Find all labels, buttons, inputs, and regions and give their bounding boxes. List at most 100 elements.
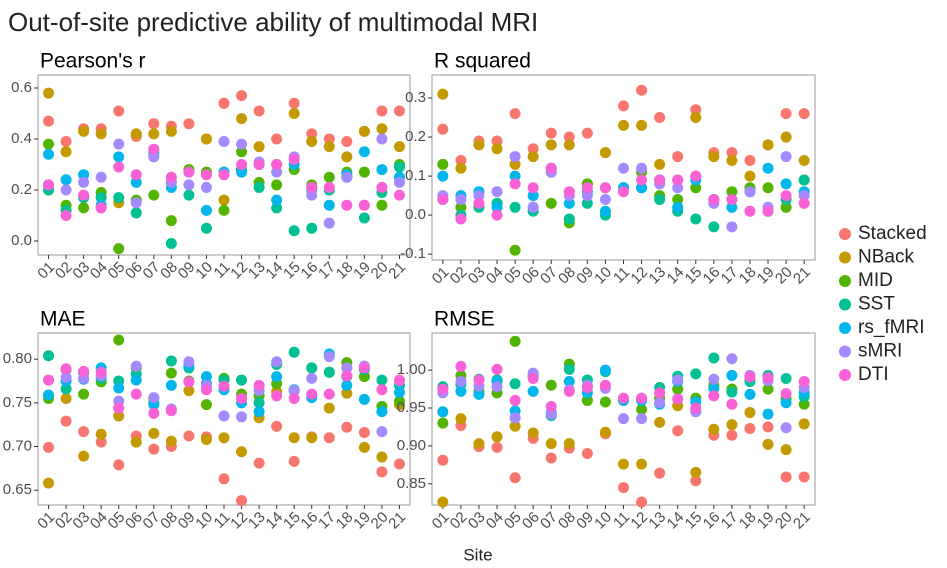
point [726, 221, 738, 233]
y-tick-label: 0.3 [405, 89, 426, 106]
point [726, 154, 738, 166]
point [599, 364, 611, 376]
point [95, 436, 107, 448]
x-tick-label: 21 [790, 264, 814, 288]
point [618, 392, 629, 404]
point [780, 372, 792, 384]
point [437, 88, 449, 100]
point [654, 467, 666, 479]
panel-title: MAE [40, 308, 86, 331]
point [455, 162, 467, 174]
point [148, 392, 160, 404]
point [509, 244, 521, 256]
point [545, 197, 557, 209]
point [563, 131, 575, 143]
point [636, 496, 648, 508]
point [43, 374, 55, 386]
y-tick-label: 0.75 [3, 394, 32, 411]
point [527, 201, 539, 213]
point [236, 411, 248, 423]
point [618, 186, 629, 198]
point [323, 402, 335, 414]
point [744, 407, 756, 419]
point [43, 148, 55, 160]
point [762, 421, 774, 433]
point [288, 392, 300, 404]
point [306, 189, 318, 201]
point [509, 108, 521, 120]
panel-title: RMSE [434, 308, 495, 331]
point [527, 372, 539, 384]
point [636, 413, 648, 425]
point [253, 457, 265, 469]
point [509, 412, 521, 424]
point [509, 335, 521, 347]
y-tick-label: 0.0 [11, 232, 32, 249]
point [183, 376, 195, 388]
point [708, 194, 720, 206]
point [130, 374, 142, 386]
point [376, 406, 388, 418]
point [636, 119, 648, 131]
point [491, 441, 503, 453]
point [780, 108, 792, 120]
point [690, 170, 702, 182]
point [341, 199, 353, 211]
point [323, 351, 335, 363]
point [437, 496, 449, 508]
point [130, 436, 142, 448]
x-tick-label: 21 [385, 509, 409, 533]
point [672, 174, 684, 186]
point [545, 127, 557, 139]
point [473, 438, 485, 450]
point [306, 388, 318, 400]
point [437, 383, 449, 395]
y-tick-label: 0.6 [11, 79, 32, 96]
point [323, 171, 335, 183]
point [798, 375, 810, 387]
point [376, 426, 388, 438]
point [455, 375, 467, 387]
point [236, 374, 248, 386]
point [654, 397, 666, 409]
point [358, 393, 370, 405]
point [563, 438, 575, 450]
point [165, 355, 177, 367]
point [200, 133, 212, 145]
point [509, 201, 521, 213]
point [393, 161, 405, 173]
point [654, 387, 666, 399]
point [527, 151, 539, 163]
point [113, 192, 125, 204]
y-tick-label: 0.80 [3, 350, 32, 367]
point [113, 105, 125, 117]
point [762, 408, 774, 420]
point [358, 441, 370, 453]
legend-label: sMRI [858, 341, 902, 362]
legend-marker [839, 251, 851, 264]
point [60, 136, 72, 148]
point [165, 367, 177, 379]
point [376, 181, 388, 193]
point [183, 179, 195, 191]
point [744, 388, 756, 400]
point [376, 164, 388, 176]
point [341, 362, 353, 374]
point [306, 181, 318, 193]
point [455, 360, 467, 372]
point [654, 112, 666, 124]
point [95, 171, 107, 183]
point [148, 143, 160, 155]
point [690, 402, 702, 414]
y-tick-label: -0.1 [400, 245, 426, 262]
point [491, 186, 503, 198]
point [798, 471, 810, 483]
point [437, 417, 449, 429]
point [491, 143, 503, 155]
point [113, 459, 125, 471]
point [491, 201, 503, 213]
y-tick-label: 0.2 [405, 128, 426, 145]
point [708, 221, 720, 233]
point [165, 125, 177, 137]
